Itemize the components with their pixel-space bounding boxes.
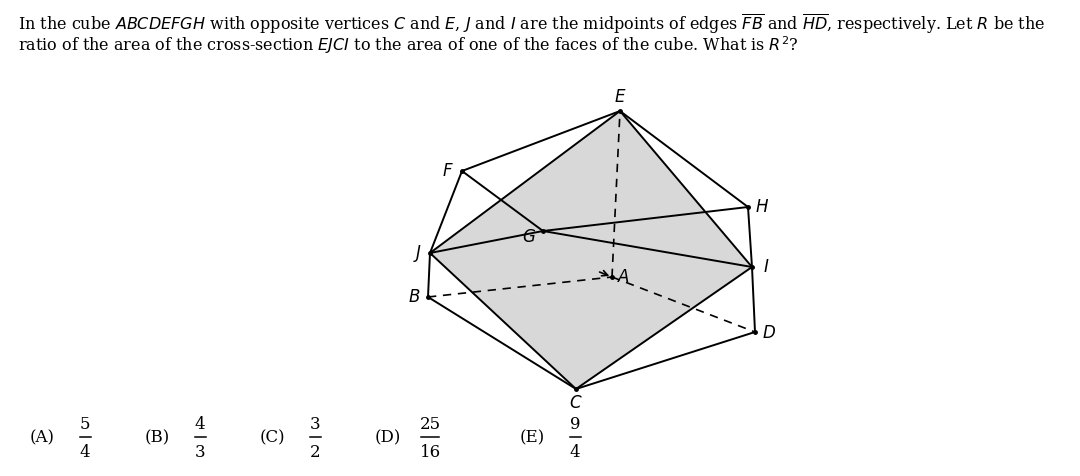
Text: (A): (A) bbox=[30, 428, 55, 446]
Text: $\mathit{A}$: $\mathit{A}$ bbox=[618, 269, 631, 286]
Text: 4: 4 bbox=[194, 416, 205, 433]
Text: $\mathit{E}$: $\mathit{E}$ bbox=[613, 89, 626, 106]
Text: (B): (B) bbox=[145, 428, 171, 446]
Text: $\mathit{H}$: $\mathit{H}$ bbox=[755, 199, 769, 216]
Text: $\mathit{D}$: $\mathit{D}$ bbox=[762, 324, 777, 341]
Text: $\mathit{F}$: $\mathit{F}$ bbox=[442, 163, 454, 180]
Text: $\mathit{C}$: $\mathit{C}$ bbox=[569, 395, 583, 412]
Text: $\mathit{J}$: $\mathit{J}$ bbox=[414, 243, 422, 264]
Text: $\mathit{B}$: $\mathit{B}$ bbox=[408, 289, 420, 306]
Text: 4: 4 bbox=[569, 444, 580, 461]
Text: 3: 3 bbox=[310, 416, 321, 433]
Text: 16: 16 bbox=[419, 444, 441, 461]
Text: In the cube $\mathit{ABCDEFGH}$ with opposite vertices $\mathit{C}$ and $\mathit: In the cube $\mathit{ABCDEFGH}$ with opp… bbox=[18, 12, 1045, 36]
Text: 2: 2 bbox=[310, 444, 321, 461]
Text: 25: 25 bbox=[419, 416, 441, 433]
Text: 5: 5 bbox=[80, 416, 91, 433]
Text: (C): (C) bbox=[260, 428, 285, 446]
Text: 4: 4 bbox=[80, 444, 91, 461]
Text: (D): (D) bbox=[375, 428, 402, 446]
Polygon shape bbox=[430, 112, 752, 389]
Text: $\mathit{I}$: $\mathit{I}$ bbox=[762, 259, 769, 276]
Text: (E): (E) bbox=[519, 428, 545, 446]
Text: 3: 3 bbox=[194, 444, 205, 461]
Text: ratio of the area of the cross-section $\mathit{EJCI}$ to the area of one of the: ratio of the area of the cross-section $… bbox=[18, 34, 799, 56]
Text: 9: 9 bbox=[570, 416, 580, 433]
Text: $\mathit{G}$: $\mathit{G}$ bbox=[522, 229, 536, 246]
